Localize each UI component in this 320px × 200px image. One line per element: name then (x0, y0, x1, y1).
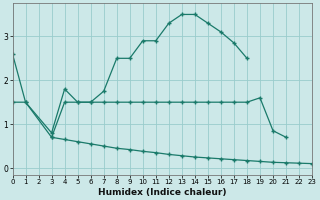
X-axis label: Humidex (Indice chaleur): Humidex (Indice chaleur) (98, 188, 227, 197)
